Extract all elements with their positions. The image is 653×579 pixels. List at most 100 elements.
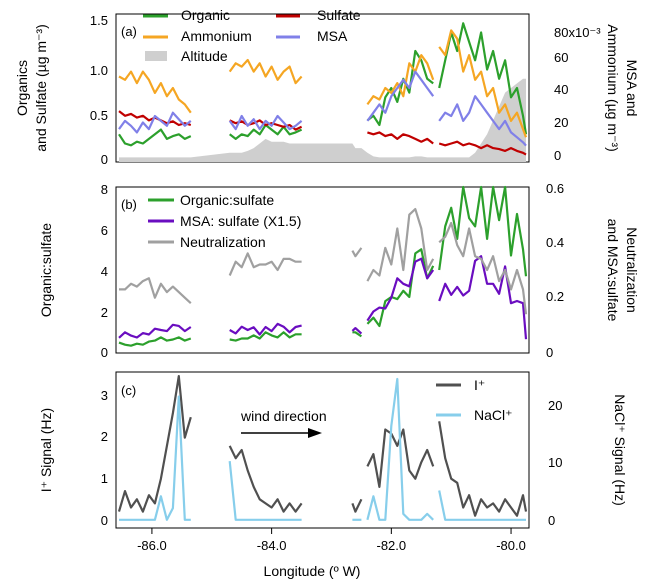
panel-b-frame — [115, 186, 530, 354]
series-line-msa-sulfate — [351, 327, 363, 335]
panel-b-right-ticks: 0 0.2 0.4 0.6 — [546, 181, 564, 360]
ylabel-line: Organics — [14, 60, 30, 116]
legend-label-altitude: Altitude — [181, 48, 228, 64]
panel-a-right-ticks: 0 20 40 60 80x10⁻³ — [554, 25, 601, 163]
panel-b-plot — [118, 185, 528, 347]
series-line-organic — [118, 128, 192, 147]
series-line-ammonium — [366, 53, 435, 106]
series-line-msa-sulfate — [438, 255, 528, 340]
series-line-sulfate — [229, 119, 303, 131]
panel-a-left-ylabel: Organics and Sulfate (µg m⁻³) — [14, 24, 49, 152]
series-line-neutralization — [119, 277, 192, 305]
tick-label: 0 — [101, 345, 108, 360]
tick-label: 10 — [548, 455, 562, 470]
ylabel-line: Neutralization — [624, 227, 640, 313]
ylabel-line: Organic:sulfate — [38, 223, 54, 317]
tick-label: 0 — [101, 152, 108, 167]
tick-label: 0.6 — [546, 181, 564, 196]
series-line-neutralization — [366, 208, 435, 282]
ylabel-line: NaCl⁺ Signal (Hz) — [612, 394, 628, 506]
panel-c-left-ylabel: I⁺ Signal (Hz) — [38, 408, 54, 492]
panel-c: (c) 0 1 2 3 0 10 20 I⁺ Signal (Hz) NaCl⁺… — [38, 371, 628, 529]
tick-label: 20 — [548, 398, 562, 413]
tick-label: 60 — [554, 50, 568, 65]
series-line-org-sulfate — [366, 248, 435, 328]
x-axis-label: Longitude (º W) — [264, 563, 361, 579]
series-line-msa — [438, 95, 527, 147]
series-line-nacl — [438, 490, 526, 521]
series-line-nacl — [366, 377, 434, 521]
tick-label: 0.4 — [546, 235, 564, 250]
series-line-org-sulfate — [118, 336, 192, 347]
panel-c-legend: I⁺ NaCl⁺ — [436, 377, 513, 423]
tick-label: 2 — [101, 305, 108, 320]
tick-label: 1.5 — [90, 13, 108, 28]
series-line-iodine — [117, 375, 192, 513]
wind-direction-label: wind direction — [240, 408, 327, 424]
panel-c-frame — [115, 371, 530, 529]
tick-label: 0.2 — [546, 289, 564, 304]
tick-label: 0 — [548, 513, 555, 528]
ylabel-line: I⁺ Signal (Hz) — [38, 408, 54, 492]
panel-b: (b) 0 2 4 6 8 0 0.2 0.4 0.6 Organic:sulf… — [38, 181, 640, 360]
x-tick-label: -86.0 — [137, 538, 167, 553]
series-line-msa — [228, 114, 303, 131]
series-line-neutralization — [228, 252, 302, 276]
series-line-ammonium — [118, 70, 192, 114]
legend-label-ammonium: Ammonium — [181, 28, 252, 44]
series-area-altitude — [118, 78, 527, 162]
legend-label-organic: Organic — [181, 7, 230, 23]
tick-label: 40 — [554, 82, 568, 97]
panel-b-legend: Organic:sulfate MSA: sulfate (X1.5) Neut… — [148, 192, 301, 250]
tick-label: 8 — [101, 182, 108, 197]
x-tick-label: -82.0 — [377, 538, 407, 553]
series-line-iodine — [228, 445, 303, 513]
panel-c-tag: (c) — [121, 383, 136, 398]
legend-label-org-sulfate: Organic:sulfate — [180, 192, 274, 208]
tick-label: 0.5 — [90, 108, 108, 123]
wind-direction-arrow — [241, 428, 322, 438]
series-line-nacl — [228, 460, 302, 521]
series-line-organic — [438, 22, 528, 135]
tick-label: 6 — [101, 223, 108, 238]
tick-label: 1.0 — [90, 63, 108, 78]
legend-label-sulfate: Sulfate — [317, 7, 361, 23]
tick-label: 80x10⁻³ — [554, 25, 601, 40]
panel-a-legend: Organic Sulfate Ammonium MSA Altitude — [143, 7, 361, 64]
x-axis: Longitude (º W) -86.0 -84.0 -82.0 -80.0 — [137, 528, 526, 579]
legend-label-nacl: NaCl⁺ — [474, 407, 513, 423]
tick-label: 3 — [101, 388, 108, 403]
tick-label: 4 — [101, 264, 108, 279]
ylabel-line: and MSA:sulfate — [605, 219, 621, 322]
panel-a-right-ylabel: MSA and Ammonium (µg m⁻³) — [605, 24, 640, 151]
series-line-org-sulfate — [229, 331, 302, 342]
ylabel-line: MSA and — [624, 60, 640, 117]
panel-b-left-ticks: 0 2 4 6 8 — [101, 182, 108, 360]
series-line-ammonium — [228, 58, 303, 85]
series-line-msa — [118, 111, 192, 134]
series-line-msa — [366, 70, 435, 122]
legend-label-iodine: I⁺ — [474, 377, 485, 393]
panel-b-left-ylabel: Organic:sulfate — [38, 223, 54, 317]
series-line-iodine — [438, 421, 528, 517]
tick-label: 20 — [554, 115, 568, 130]
panel-c-left-ticks: 0 1 2 3 — [101, 388, 108, 528]
series-line-org-sulfate — [352, 331, 363, 338]
panel-b-tag: (b) — [121, 197, 137, 212]
series-line-sulfate — [367, 131, 434, 145]
panel-c-plot — [117, 375, 528, 521]
series-line-msa-sulfate — [229, 322, 302, 336]
legend-label-msa-sulfate: MSA: sulfate (X1.5) — [180, 213, 301, 229]
ylabel-line: Ammonium (µg m⁻³) — [605, 24, 621, 151]
panel-a-left-ticks: 0 0.5 1.0 1.5 — [90, 13, 108, 167]
panel-a-tag: (a) — [121, 24, 137, 39]
series-line-msa-sulfate — [118, 323, 192, 339]
series-line-sulfate — [438, 140, 527, 156]
x-tick-label: -84.0 — [257, 538, 287, 553]
panel-c-right-ylabel: NaCl⁺ Signal (Hz) — [612, 394, 628, 506]
series-line-neutralization — [351, 247, 363, 258]
tick-label: 0 — [101, 513, 108, 528]
legend-label-msa: MSA — [317, 28, 348, 44]
series-line-iodine — [351, 498, 363, 513]
